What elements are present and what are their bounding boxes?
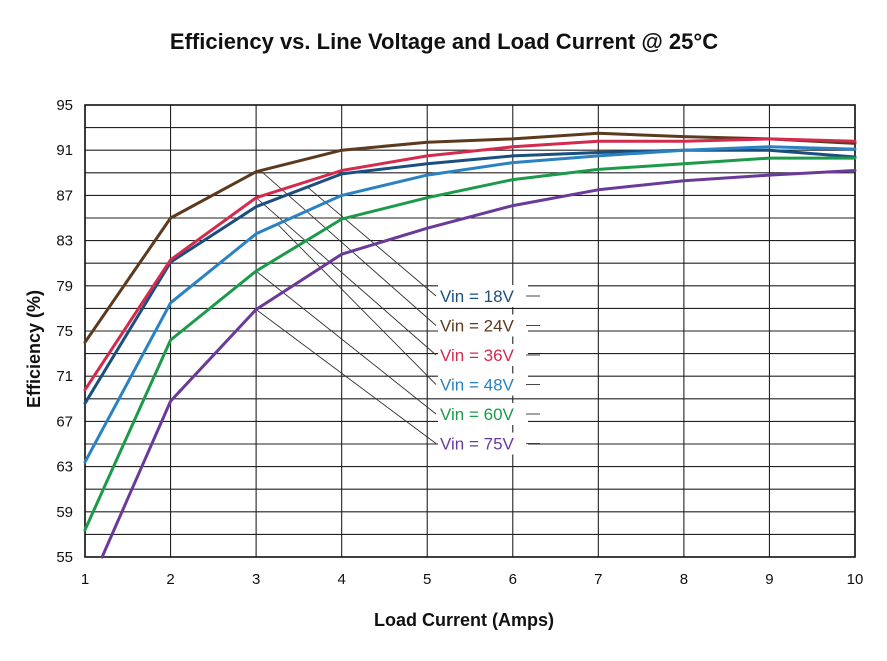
y-tick-label: 91 xyxy=(56,142,73,159)
legend-label-background xyxy=(438,344,528,366)
legend-entry: Vin = 48V xyxy=(440,376,515,395)
y-tick-label: 59 xyxy=(56,504,73,521)
y-tick-label: 75 xyxy=(56,323,73,340)
legend-label-background xyxy=(438,373,528,396)
legend-entry: Vin = 36V xyxy=(440,346,515,365)
y-tick-label: 71 xyxy=(56,368,73,385)
chart-title: Efficiency vs. Line Voltage and Load Cur… xyxy=(170,29,718,54)
legend-entry: Vin = 75V xyxy=(440,435,515,454)
x-tick-label: 10 xyxy=(847,571,864,588)
leader-line xyxy=(255,197,437,356)
x-axis-title: Load Current (Amps) xyxy=(374,610,554,630)
leader-line xyxy=(260,170,437,326)
x-tick-label: 4 xyxy=(337,571,345,588)
legend-label-background xyxy=(438,403,528,425)
legend-label-background xyxy=(438,432,528,455)
y-tick-label: 83 xyxy=(56,233,73,250)
legend-entry: Vin = 18V xyxy=(440,287,515,306)
x-tick-label: 5 xyxy=(423,571,431,588)
x-tick-label: 1 xyxy=(81,571,89,588)
series-line xyxy=(83,156,857,532)
legend: Vin = 18V Vin = 24V Vin = 36V Vin = 48V Vin … xyxy=(438,285,540,455)
legend-entry: Vin = 24V xyxy=(440,317,515,336)
legend-label-background xyxy=(438,285,528,307)
plot-frame xyxy=(84,104,856,558)
y-tick-label: 95 xyxy=(56,97,73,114)
y-axis-ticks: 55 59 63 67 71 75 79 83 87 91 95 xyxy=(56,97,73,566)
series-line xyxy=(100,169,857,559)
leader-line xyxy=(277,223,437,385)
series-line xyxy=(83,137,857,392)
legend-leader-lines xyxy=(255,170,437,444)
x-tick-label: 3 xyxy=(252,571,260,588)
x-tick-label: 2 xyxy=(166,571,174,588)
leader-line xyxy=(255,270,437,415)
x-axis-ticks: 1 2 3 4 5 6 7 8 9 10 xyxy=(81,571,864,588)
x-tick-label: 9 xyxy=(765,571,773,588)
y-tick-label: 63 xyxy=(56,459,73,476)
legend-entry: Vin = 60V xyxy=(440,405,515,424)
y-tick-label: 79 xyxy=(56,278,73,295)
y-tick-label: 55 xyxy=(56,549,73,566)
legend-label-background xyxy=(438,314,528,337)
series-line xyxy=(83,131,857,344)
x-tick-label: 6 xyxy=(509,571,517,588)
series-lines xyxy=(83,131,857,559)
series-line xyxy=(83,148,857,405)
y-tick-label: 67 xyxy=(56,413,73,430)
leader-line xyxy=(255,309,437,444)
leader-line xyxy=(307,186,437,297)
y-axis-title: Efficiency (%) xyxy=(24,290,44,408)
x-tick-label: 7 xyxy=(594,571,602,588)
y-tick-label: 87 xyxy=(56,187,73,204)
x-tick-label: 8 xyxy=(680,571,688,588)
series-line xyxy=(83,145,857,464)
